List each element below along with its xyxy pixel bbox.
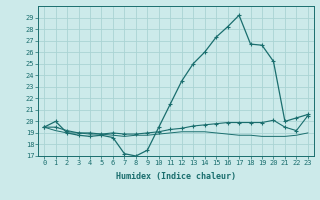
- X-axis label: Humidex (Indice chaleur): Humidex (Indice chaleur): [116, 172, 236, 181]
